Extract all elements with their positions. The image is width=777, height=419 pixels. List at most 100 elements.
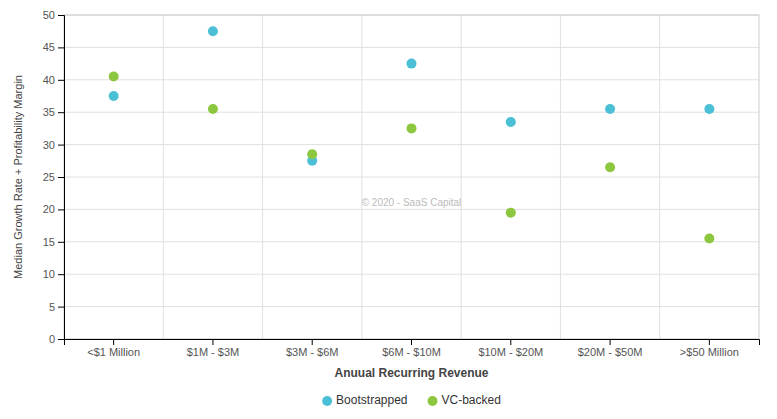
tick-label: 35 [43, 106, 55, 118]
point [704, 234, 714, 244]
x-tick: $1M - $3M [187, 339, 240, 358]
y-tick: 5 [49, 301, 64, 313]
series [109, 72, 715, 244]
tick-mark [58, 242, 64, 243]
grid-line [64, 274, 759, 275]
y-tick: 50 [43, 9, 64, 21]
grid-line [64, 112, 759, 113]
legend-swatch [322, 396, 332, 406]
tick-mark [58, 80, 64, 81]
plot-frame [64, 15, 759, 339]
tick-mark [58, 145, 64, 146]
tick-label: 45 [43, 41, 55, 53]
y-axis-title: Median Growth Rate + Profitability Margi… [12, 75, 24, 279]
x-tick: $6M - $10M [382, 339, 441, 358]
point [109, 91, 119, 101]
tick-label: $3M - $6M [286, 346, 339, 358]
y-tick: 30 [43, 139, 64, 151]
tick-label: 10 [43, 268, 55, 280]
y-tick: 40 [43, 74, 64, 86]
y-tick: 25 [43, 171, 64, 183]
tick-mark [58, 307, 64, 308]
point [407, 123, 417, 133]
grid-line [64, 47, 759, 48]
y-tick: 20 [43, 203, 64, 215]
grid-line [64, 144, 759, 145]
tick-mark [709, 339, 710, 345]
tick-label: >$50 Million [680, 346, 739, 358]
tick-mark [58, 15, 64, 16]
point [506, 208, 516, 218]
tick-mark [58, 112, 64, 113]
legend-item: Bootstrapped [322, 393, 407, 407]
point [109, 72, 119, 82]
y-tick: 35 [43, 106, 64, 118]
point [704, 104, 714, 114]
tick-label: 15 [43, 236, 55, 248]
tick-label: $20M - $50M [578, 346, 643, 358]
tick-label: $1M - $3M [187, 346, 240, 358]
grid-line [64, 209, 759, 210]
tick-mark [411, 339, 412, 345]
y-tick: 0 [49, 333, 64, 345]
axis-domain [65, 340, 760, 346]
legend-swatch [428, 396, 438, 406]
point [506, 117, 516, 127]
tick-label: 30 [43, 139, 55, 151]
column-separator [163, 15, 164, 339]
column-separator [361, 15, 362, 339]
legend-label: VC-backed [442, 393, 501, 407]
y-tick: 15 [43, 236, 64, 248]
tick-mark [610, 339, 611, 345]
annotation: © 2020 - SaaS Capital [362, 197, 462, 208]
tick-mark [58, 339, 64, 340]
tick-mark [58, 47, 64, 48]
tick-mark [58, 209, 64, 210]
tick-mark [58, 274, 64, 275]
tick-label: 0 [49, 333, 55, 345]
grid [64, 15, 759, 339]
x-tick: $20M - $50M [578, 339, 643, 358]
x-axis: <$1 Million $1M - $3M $3M - $6M $6M - $10M $… [65, 339, 760, 358]
point [605, 162, 615, 172]
tick-mark [113, 339, 114, 345]
grid-line [64, 241, 759, 242]
x-tick: $3M - $6M [286, 339, 339, 358]
grid-line [64, 79, 759, 80]
y-tick: 45 [43, 41, 64, 53]
column-separator [461, 15, 462, 339]
tick-mark [58, 177, 64, 178]
y-tick: 10 [43, 268, 64, 280]
tick-label: 20 [43, 203, 55, 215]
legend-item: VC-backed [428, 393, 501, 407]
point [307, 149, 317, 159]
grid-line [64, 177, 759, 178]
x-tick: >$50 Million [680, 339, 739, 358]
legend-label: Bootstrapped [336, 393, 407, 407]
tick-label: 40 [43, 74, 55, 86]
point [605, 104, 615, 114]
y-axis: 0 5 10 15 20 25 30 35 40 45 50 [43, 9, 65, 345]
axis-domain [58, 16, 65, 340]
tick-mark [312, 339, 313, 345]
tick-label: 5 [49, 301, 55, 313]
legend: Bootstrapped VC-backed [322, 393, 501, 407]
x-tick: $10M - $20M [478, 339, 543, 358]
tick-label: <$1 Million [87, 346, 140, 358]
x-axis-title: Anuual Recurring Revenue [334, 366, 488, 380]
plot: © 2020 - SaaS Capital <$1 Million $1M - $3… [43, 9, 760, 358]
column-separator [560, 15, 561, 339]
tick-mark [510, 339, 511, 345]
grid-line [64, 306, 759, 307]
chart: © 2020 - SaaS Capital <$1 Million $1M - $3… [0, 0, 777, 419]
column-separator [262, 15, 263, 339]
tick-label: 25 [43, 171, 55, 183]
column-separator [659, 15, 660, 339]
point [407, 59, 417, 69]
x-tick: <$1 Million [87, 339, 140, 358]
tick-label: $10M - $20M [478, 346, 543, 358]
points [109, 26, 715, 243]
series [109, 26, 715, 166]
tick-label: $6M - $10M [382, 346, 441, 358]
tick-label: 50 [43, 9, 55, 21]
